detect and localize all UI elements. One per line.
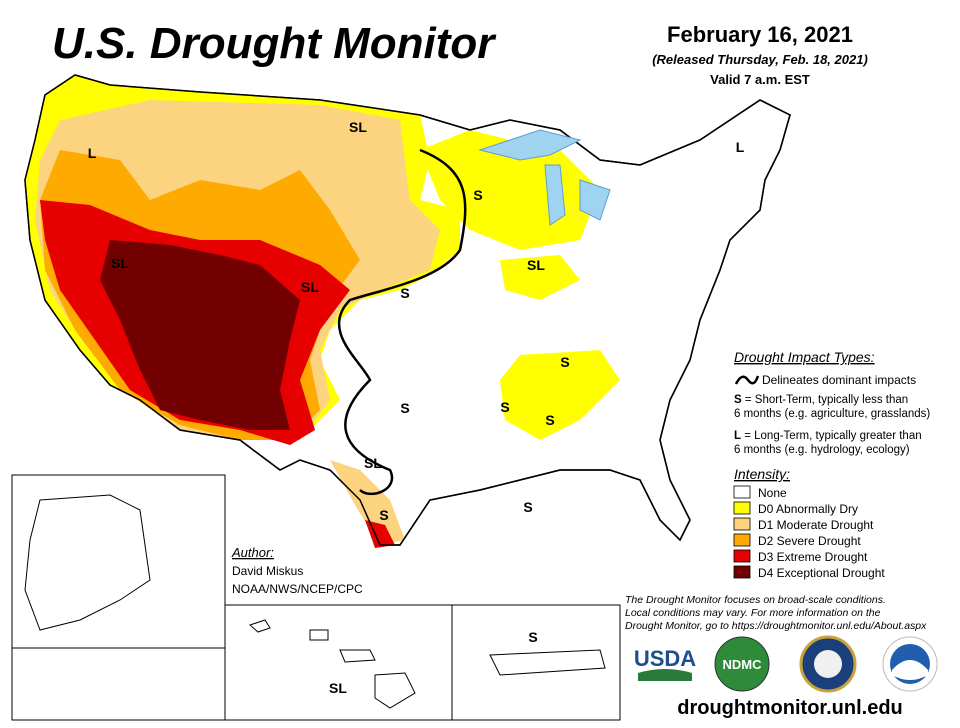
long-key: L xyxy=(734,430,741,442)
map-label: SL xyxy=(527,257,545,273)
alaska-shape xyxy=(24,494,151,631)
map-label: S xyxy=(528,629,537,645)
map-label: S xyxy=(379,507,388,523)
puerto-rico-inset xyxy=(451,604,621,721)
map-label: S xyxy=(545,412,554,428)
commerce-seal xyxy=(814,650,842,678)
note: The Drought Monitor focuses on broad-sca… xyxy=(625,594,927,632)
note-line: Drought Monitor, go to https://droughtmo… xyxy=(625,620,927,632)
drought-area xyxy=(500,255,580,300)
impact-heading: Drought Impact Types: xyxy=(734,349,875,365)
conus-map xyxy=(24,74,791,548)
author-heading: Author: xyxy=(231,545,274,560)
impact-line-label: Delineates dominant impacts xyxy=(762,373,916,387)
map-label: S xyxy=(523,499,532,515)
insets xyxy=(11,474,621,721)
drought-area xyxy=(330,460,405,545)
short-term-text: S = Short-Term, typically less than xyxy=(734,394,908,406)
map-label: SL xyxy=(301,279,319,295)
noaa-bird xyxy=(892,660,928,680)
title: U.S. Drought Monitor xyxy=(52,19,497,68)
valid: Valid 7 a.m. EST xyxy=(710,72,810,87)
logos: USDA NDMC xyxy=(634,635,938,693)
great-lakes xyxy=(478,129,611,226)
map-label: S xyxy=(500,399,509,415)
long-term-text: L = Long-Term, typically greater than xyxy=(734,430,922,442)
legend-label: D2 Severe Drought xyxy=(758,534,861,548)
alaska-inset xyxy=(11,474,226,721)
impact-line xyxy=(337,148,467,496)
short-key: S xyxy=(734,394,742,406)
released: (Released Thursday, Feb. 18, 2021) xyxy=(652,52,868,67)
hawaii-shapes xyxy=(249,619,416,709)
url: droughtmonitor.unl.edu xyxy=(677,697,903,719)
map-label: L xyxy=(736,139,745,155)
map-label: S xyxy=(400,285,409,301)
short-text: = Short-Term, typically less than xyxy=(742,394,909,406)
legend-swatch xyxy=(733,485,751,499)
usda-swoosh xyxy=(638,669,692,681)
legend-swatch xyxy=(733,517,751,531)
note-line: The Drought Monitor focuses on broad-sca… xyxy=(625,594,886,606)
puerto-rico-shape xyxy=(489,649,606,676)
drought-area xyxy=(500,350,620,440)
legend-label: D0 Abnormally Dry xyxy=(758,502,858,516)
legend-label: None xyxy=(758,486,787,500)
impact-line-key xyxy=(734,375,760,385)
author-affiliation: NOAA/NWS/NCEP/CPC xyxy=(232,582,363,596)
drought-area xyxy=(100,240,300,430)
legend-label: D1 Moderate Drought xyxy=(758,518,874,532)
map-label: SL xyxy=(329,680,347,696)
date: February 16, 2021 xyxy=(667,22,853,47)
ndmc-text: NDMC xyxy=(723,657,763,672)
map-label: S xyxy=(400,400,409,416)
map-label: SL xyxy=(364,455,382,471)
ndmc-logo xyxy=(714,636,770,692)
legend-label: D3 Extreme Drought xyxy=(758,550,868,564)
map-label: S xyxy=(560,354,569,370)
legend-swatch xyxy=(733,501,751,515)
legend-swatch xyxy=(733,549,751,563)
intensity-heading: Intensity: xyxy=(734,466,790,482)
legend-swatch xyxy=(733,533,751,547)
legend-label: D4 Exceptional Drought xyxy=(758,566,885,580)
map-label: S xyxy=(473,187,482,203)
long-term-text-2: 6 months (e.g. hydrology, ecology) xyxy=(734,444,910,456)
legend-swatch xyxy=(733,565,751,579)
us-outline xyxy=(24,74,791,546)
map-label: SL xyxy=(349,119,367,135)
long-text: = Long-Term, typically greater than xyxy=(741,430,922,442)
author-name: David Miskus xyxy=(232,564,303,578)
short-term-text-2: 6 months (e.g. agriculture, grasslands) xyxy=(734,408,930,420)
usda-text: USDA xyxy=(634,646,696,671)
note-line: Local conditions may vary. For more info… xyxy=(625,607,881,619)
map-label: SL xyxy=(111,255,129,271)
map-label: L xyxy=(88,145,97,161)
